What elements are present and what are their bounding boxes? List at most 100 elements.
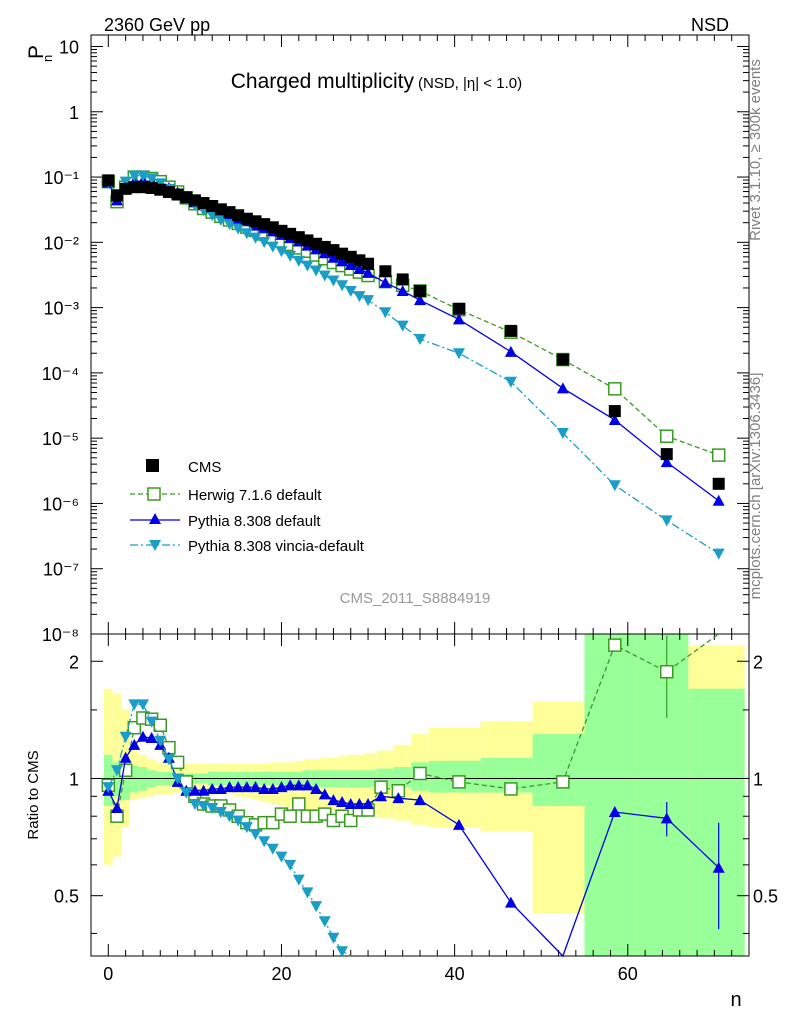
data-point — [301, 260, 314, 272]
data-point — [336, 280, 349, 292]
data-point — [318, 270, 331, 282]
ratio-point — [240, 822, 253, 834]
y-tick-label: 10 — [59, 37, 79, 57]
ratio-line — [107, 633, 720, 826]
series-line — [107, 176, 719, 456]
data-point — [452, 348, 465, 360]
ratio-point — [327, 932, 340, 944]
ratio-point — [556, 775, 570, 789]
x-axis-label: n — [730, 989, 741, 1011]
data-point — [608, 405, 621, 418]
data-point — [223, 219, 236, 231]
ratio-point — [660, 812, 673, 824]
ratio-point — [343, 813, 358, 828]
ratio-y-tick-label: 0.5 — [753, 887, 778, 907]
data-point — [712, 494, 725, 506]
data-point — [128, 170, 141, 182]
y-tick-label: 10⁻³ — [43, 299, 79, 319]
data-point — [452, 302, 465, 315]
ratio-point — [292, 874, 305, 886]
y-tick-label: 1 — [69, 103, 79, 123]
ratio-point — [180, 787, 193, 799]
header-right: NSD — [691, 15, 729, 35]
ratio-point — [660, 664, 674, 679]
data-point — [336, 255, 349, 267]
ratio-point — [283, 809, 297, 823]
stat-band-bin — [532, 734, 585, 806]
ratio-point — [712, 861, 725, 873]
stat-band-bin — [584, 634, 637, 956]
legend-marker-pythia — [149, 513, 161, 524]
ratio-point — [206, 802, 219, 814]
syst-band-bin — [532, 701, 585, 914]
data-point — [145, 173, 158, 185]
data-point — [362, 295, 375, 307]
ratio-point — [284, 779, 297, 791]
series-line — [107, 180, 720, 502]
data-point — [292, 255, 305, 267]
data-point — [504, 345, 517, 357]
ratio-point — [284, 859, 297, 871]
data-point — [556, 353, 569, 366]
ratio-point — [318, 916, 331, 928]
x-tick-label: 20 — [271, 964, 291, 984]
data-point — [327, 275, 340, 287]
data-point — [258, 237, 271, 249]
ratio-point — [608, 806, 621, 818]
data-point — [396, 273, 409, 286]
data-point — [119, 176, 132, 188]
data-point — [504, 376, 517, 388]
ratio-point — [292, 797, 306, 811]
ratio-point — [136, 699, 149, 711]
axes: 10⁻⁸ 10⁻⁷ 10⁻⁶ 10⁻⁵ 10⁻⁴ 10⁻³ 10⁻² 10⁻¹ 1 10 0 20 40… — [42, 34, 778, 984]
stat-band-bin — [121, 759, 130, 801]
ratio-point — [301, 779, 314, 791]
ratio-point — [110, 765, 123, 777]
chart-subtitle: (NSD, |η| < 1.0) — [418, 75, 522, 92]
top-series-1 — [101, 170, 726, 462]
data-point — [266, 241, 279, 253]
ratio-point — [452, 775, 466, 789]
ratio-series-2 — [102, 699, 352, 958]
rivet-label: Rivet 3.1.10, ≥ 300k events — [747, 59, 764, 241]
data-point — [608, 480, 621, 492]
ratio-point — [318, 788, 331, 800]
legend-marker-herwig — [147, 487, 161, 501]
analysis-watermark: CMS_2011_S8884919 — [340, 590, 491, 607]
stat-band-bin — [129, 765, 139, 793]
data-point — [362, 266, 375, 278]
ratio-point — [188, 798, 201, 810]
data-point — [396, 320, 409, 332]
data-point — [249, 232, 262, 244]
ratio-point — [128, 699, 141, 711]
stat-band-bin — [112, 762, 122, 797]
data-point — [608, 413, 621, 425]
ratio-point — [240, 781, 253, 793]
data-point — [712, 477, 725, 490]
data-point — [414, 284, 426, 297]
ratio-point — [128, 738, 141, 750]
stat-band-bin — [394, 767, 412, 788]
data-point — [660, 515, 673, 527]
y-tick-label: 10⁻⁵ — [42, 429, 79, 449]
legend-label-herwig: Herwig 7.1.6 default — [188, 487, 322, 504]
ratio-point — [223, 781, 236, 793]
data-point — [353, 291, 366, 303]
ratio-y-tick-label: 2 — [753, 652, 763, 672]
ratio-point — [327, 794, 340, 806]
ratio-point — [392, 792, 405, 804]
ratio-point — [249, 829, 262, 841]
data-point — [660, 456, 673, 468]
x-tick-label: 60 — [618, 964, 638, 984]
ratio-point — [258, 782, 271, 794]
data-point — [712, 548, 725, 560]
ratio-point — [153, 718, 168, 732]
ratio-point — [608, 638, 622, 652]
y-tick-label: 10⁻¹ — [43, 168, 79, 188]
mcplots-label: mcplots.cern.ch [arXiv:1306.3436] — [747, 373, 764, 600]
y-axis-label-top: P — [25, 45, 48, 59]
data-point — [353, 263, 366, 275]
ratio-point — [145, 732, 158, 744]
